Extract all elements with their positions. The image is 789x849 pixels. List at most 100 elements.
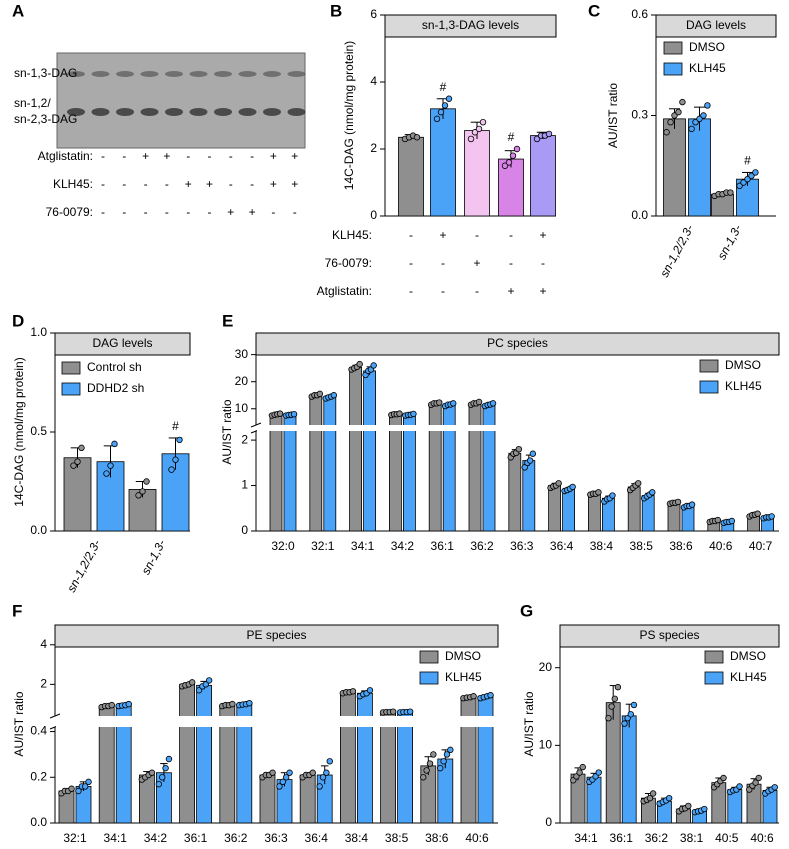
y-axis-label: 14C-DAG (nmol/mg protein): [342, 41, 356, 190]
x-tick-label: 40:6: [750, 831, 774, 845]
data-point: [349, 688, 357, 695]
condition-sign: +: [270, 177, 277, 191]
data-point: [188, 679, 196, 686]
bar: [562, 488, 575, 532]
bar: [323, 396, 337, 532]
bar: [179, 683, 196, 824]
x-tick-label: sn-1,2/2,3-: [64, 537, 103, 594]
legend-label: DMSO: [689, 40, 725, 54]
x-tick-label: 38:6: [669, 539, 693, 553]
y-tick-label: 2: [40, 677, 47, 691]
data-point: [396, 410, 403, 417]
data-point: [162, 764, 169, 772]
condition-sign: -: [122, 205, 126, 219]
bar: [477, 695, 494, 824]
y-tick-label: 0.0: [30, 815, 47, 829]
data-point: [740, 179, 747, 186]
condition-sign: -: [441, 256, 445, 270]
x-tick-label: 32:1: [63, 831, 87, 845]
x-tick-label: 34:2: [391, 539, 415, 553]
legend-label: DMSO: [445, 649, 481, 663]
panel-letter: C: [588, 1, 600, 20]
data-point: [675, 108, 682, 116]
data-point: [440, 758, 447, 765]
data-point: [316, 390, 324, 398]
data-point: [555, 480, 562, 487]
data-point: [614, 683, 622, 691]
axis-gap: [56, 716, 498, 727]
legend-label: KLH45: [445, 670, 482, 684]
x-tick-label: 40:6: [465, 831, 489, 845]
x-tick-label: 38:1: [680, 831, 704, 845]
bar: [402, 414, 416, 532]
data-point: [279, 778, 287, 786]
data-point: [609, 492, 616, 499]
condition-label: Atglistatin:: [317, 284, 372, 298]
x-tick-label: 38:4: [590, 539, 614, 553]
bar: [430, 108, 456, 217]
y-tick-label: 0.0: [631, 208, 648, 222]
condition-sign: -: [101, 177, 105, 191]
blot-band: [91, 71, 110, 77]
x-tick-label: sn-1,3-: [139, 537, 169, 577]
data-point: [608, 703, 615, 710]
condition-sign: +: [507, 284, 514, 298]
data-point: [426, 760, 434, 767]
condition-sign: +: [249, 205, 256, 219]
data-point: [430, 751, 437, 758]
axis-gap: [257, 425, 779, 431]
data-point: [501, 162, 509, 169]
y-tick-label: 0: [370, 208, 377, 222]
chart-title: sn-1,3-DAG levels: [422, 18, 519, 32]
condition-sign: -: [409, 256, 413, 270]
y-tick-label: 10: [235, 401, 249, 415]
data-point: [513, 145, 521, 153]
data-point: [744, 175, 751, 183]
data-point: [450, 400, 457, 407]
condition-sign: -: [250, 149, 254, 163]
condition-sign: -: [293, 205, 297, 219]
data-point: [441, 102, 449, 109]
data-point: [420, 774, 427, 781]
data-point: [406, 708, 414, 715]
data-point: [505, 159, 513, 166]
bar: [508, 452, 522, 532]
x-tick-label: 36:4: [550, 539, 574, 553]
bar: [530, 135, 556, 217]
condition-sign: +: [539, 284, 546, 298]
x-tick-label: sn-1,2/2,3-: [657, 222, 696, 279]
condition-sign: -: [441, 284, 445, 298]
data-point: [148, 769, 156, 776]
data-point: [433, 115, 441, 123]
y-tick-label: 2: [370, 141, 377, 155]
x-tick-label: 32:0: [271, 539, 295, 553]
y-tick-label: 0: [545, 815, 552, 829]
data-point: [667, 118, 674, 126]
bar: [627, 486, 641, 532]
data-point: [467, 135, 475, 143]
condition-sign: +: [142, 149, 149, 163]
data-point: [663, 129, 670, 136]
bar: [299, 774, 316, 824]
data-point: [688, 501, 696, 508]
blot-band: [214, 71, 232, 77]
data-point: [125, 700, 132, 708]
condition-sign: -: [271, 205, 275, 219]
data-point: [135, 492, 142, 499]
title-box: [559, 624, 780, 648]
condition-sign: -: [250, 177, 254, 191]
chart-title: DAG levels: [686, 18, 746, 32]
chart-title: PS species: [639, 628, 699, 642]
x-tick-label: sn-1,3-: [715, 222, 745, 262]
significance-mark: #: [508, 130, 515, 144]
legend-swatch: [61, 382, 81, 396]
data-point: [205, 677, 213, 684]
data-point: [323, 769, 330, 776]
blot-band: [263, 108, 281, 116]
legend-swatch: [61, 361, 81, 375]
data-point: [679, 98, 686, 106]
data-point: [692, 118, 699, 126]
significance-mark: #: [744, 154, 751, 168]
data-point: [195, 687, 203, 694]
blot-band: [287, 108, 306, 116]
